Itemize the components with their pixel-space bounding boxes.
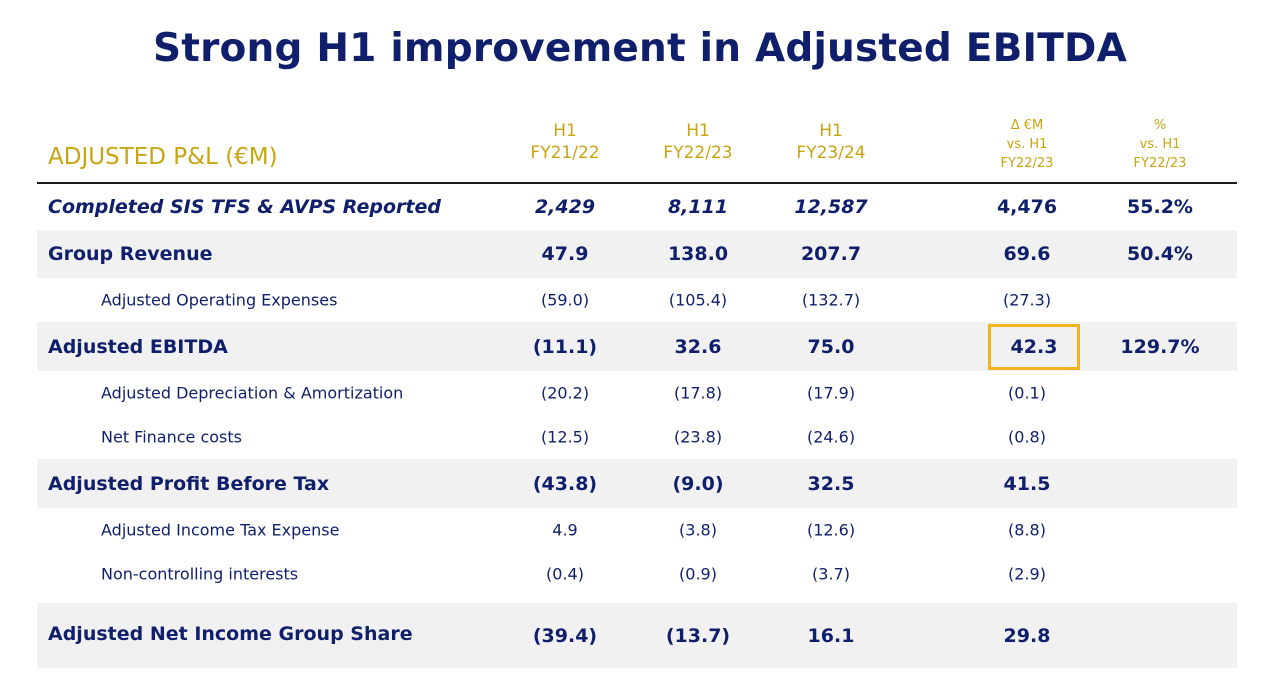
cell-value: (23.8) [673,427,723,447]
cell-value: 12,587 [794,196,868,218]
cell-value: 4,476 [996,196,1058,218]
cell-value: (12.6) [806,520,856,540]
table-row-completed-sis: Completed SIS TFS & AVPS Reported 2,429 … [37,184,1237,230]
row-label: Adjusted Income Tax Expense [101,520,340,540]
cell-value: 29.8 [1003,624,1051,647]
cell-value: (27.3) [1002,290,1052,310]
cell-value: (12.5) [540,427,590,447]
table-row-income-tax: Adjusted Income Tax Expense 4.9 (3.8) (1… [37,508,1237,552]
cell-value: (20.2) [540,383,590,403]
table-row-group-revenue: Group Revenue 47.9 138.0 207.7 69.6 50.4… [37,230,1237,278]
cell-value: (105.4) [668,290,728,310]
table-row-adjusted-ebitda: Adjusted EBITDA (11.1) 32.6 75.0 42.3 12… [37,322,1237,371]
cell-value: 138.0 [667,243,729,265]
table-row-non-controlling: Non-controlling interests (0.4) (0.9) (3… [37,552,1237,596]
table-row-net-finance-costs: Net Finance costs (12.5) (23.8) (24.6) (… [37,415,1237,459]
cell-value: 8,111 [667,196,729,218]
cell-value: 69.6 [1003,243,1051,265]
row-label: Non-controlling interests [101,564,299,584]
cell-value: (11.1) [532,335,598,358]
col-header-h1-fy23-24: H1 FY23/24 [796,121,866,163]
row-label: Adjusted Profit Before Tax [48,472,330,495]
row-label: Adjusted Net Income Group Share [48,623,413,646]
cell-value: (13.7) [665,624,731,647]
cell-value: (0.4) [546,564,584,584]
cell-value: 4.9 [552,520,578,540]
cell-value: (2.9) [1008,564,1046,584]
row-label: Adjusted Depreciation & Amortization [101,383,404,403]
cell-value: (17.8) [673,383,723,403]
section-label: ADJUSTED P&L (€M) [48,144,278,170]
row-label: Adjusted EBITDA [48,335,228,358]
col-header-pct-change: % vs. H1 FY22/23 [1133,118,1187,171]
cell-value: 50.4% [1127,243,1193,265]
row-spacer [37,596,1237,603]
cell-value: 47.9 [541,243,589,265]
cell-value: (17.9) [806,383,856,403]
cell-value: 32.5 [807,472,855,495]
cell-value: (0.9) [679,564,717,584]
cell-value: (59.0) [540,290,590,310]
cell-value: 75.0 [807,335,855,358]
cell-value: (24.6) [806,427,856,447]
cell-value: (3.7) [812,564,850,584]
cell-value: 129.7% [1120,335,1200,358]
col-header-delta-eur: Δ €M vs. H1 FY22/23 [1000,118,1054,171]
row-label: Net Finance costs [101,427,242,447]
cell-value: 41.5 [1003,472,1051,495]
table-row-net-income-group-share: Adjusted Net Income Group Share (39.4) (… [37,603,1237,668]
table-row-adjusted-pbt: Adjusted Profit Before Tax (43.8) (9.0) … [37,459,1237,508]
cell-value: 32.6 [674,335,722,358]
cell-value: (8.8) [1008,520,1046,540]
col-header-h1-fy21-22: H1 FY21/22 [530,121,600,163]
row-label: Group Revenue [48,243,213,265]
cell-value: 207.7 [800,243,862,265]
row-label: Completed SIS TFS & AVPS Reported [48,196,441,218]
table-header: ADJUSTED P&L (€M) H1 FY21/22 H1 FY22/23 … [37,112,1237,184]
cell-value: 2,429 [534,196,596,218]
adjusted-pl-table: ADJUSTED P&L (€M) H1 FY21/22 H1 FY22/23 … [37,112,1237,668]
cell-value: (132.7) [801,290,861,310]
col-header-h1-fy22-23: H1 FY22/23 [663,121,733,163]
cell-value: (3.8) [679,520,717,540]
cell-value: 55.2% [1127,196,1193,218]
highlight-box [988,324,1080,370]
page-title: Strong H1 improvement in Adjusted EBITDA [152,26,1128,71]
cell-value-highlighted: 42.3 [1010,335,1058,358]
table-row-adjusted-da: Adjusted Depreciation & Amortization (20… [37,371,1237,415]
cell-value: (0.1) [1008,383,1046,403]
cell-value: 16.1 [807,624,855,647]
cell-value: (9.0) [672,472,724,495]
table-row-adjusted-opex: Adjusted Operating Expenses (59.0) (105.… [37,278,1237,322]
cell-value: (0.8) [1008,427,1046,447]
cell-value: (39.4) [532,624,598,647]
cell-value: (43.8) [532,472,598,495]
row-label: Adjusted Operating Expenses [101,290,338,310]
